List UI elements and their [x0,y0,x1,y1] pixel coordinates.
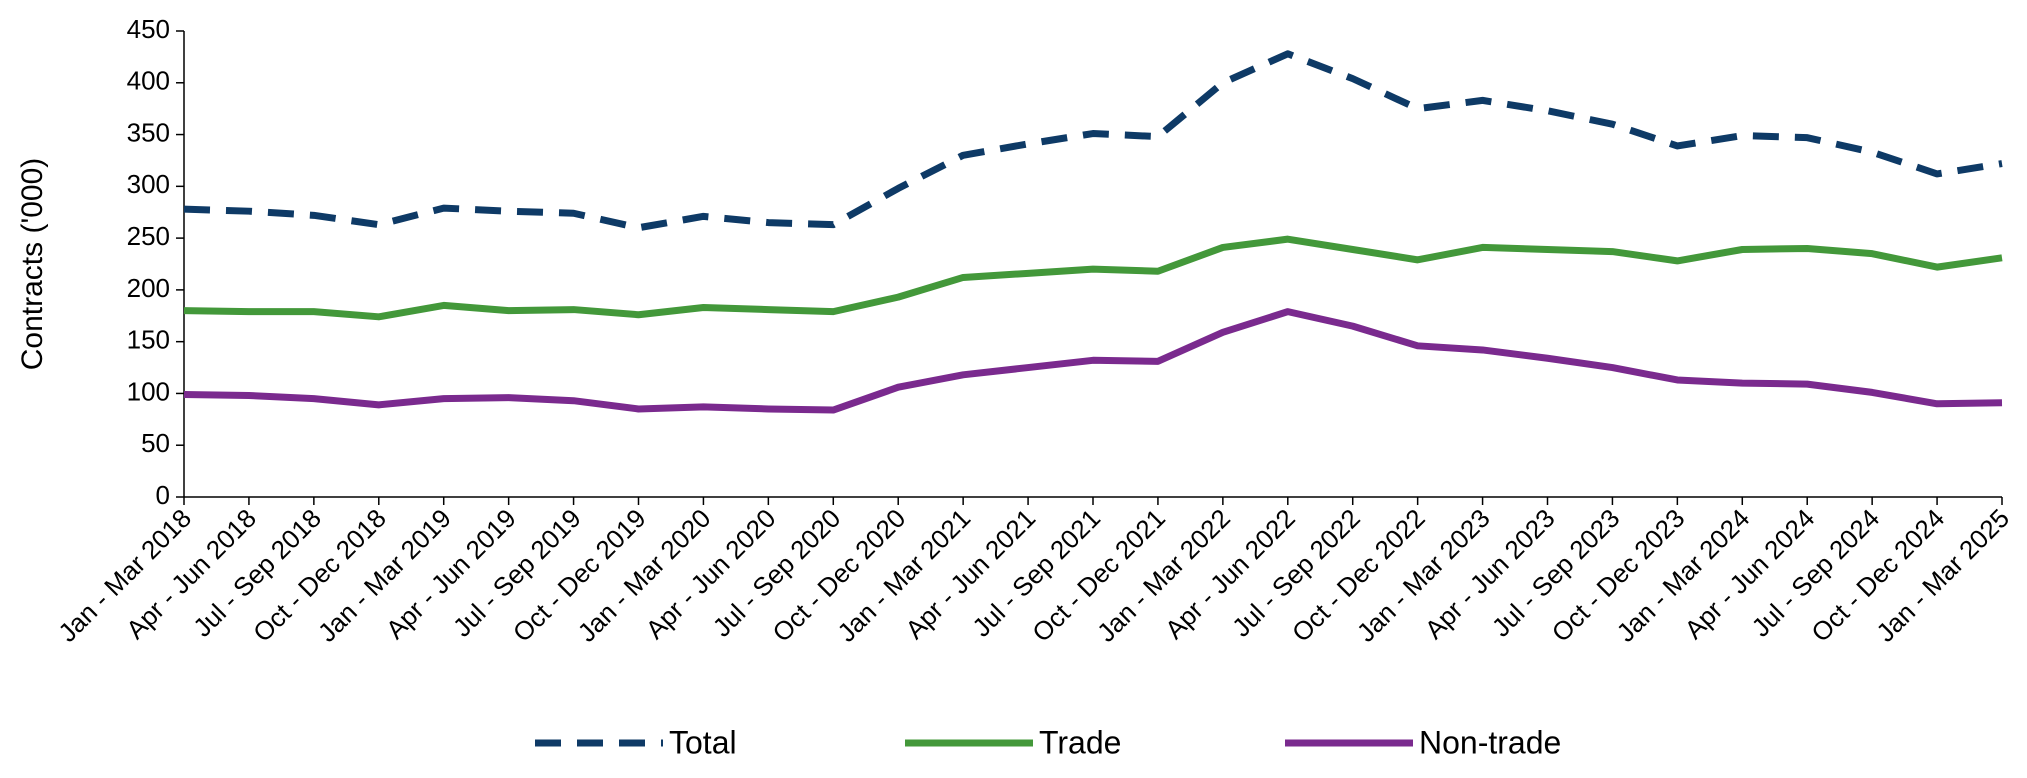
series-line [183,308,2003,414]
legend-label: Total [669,724,737,760]
y-tick-label: 200 [127,273,170,303]
series-line [183,235,2003,321]
y-tick-label: 350 [127,117,170,147]
y-tick-label: 0 [156,480,170,510]
y-tick-label: 250 [127,221,170,251]
y-tick-label: 400 [127,66,170,96]
y-tick-label: 300 [127,169,170,199]
y-axis-title: Contracts ('000) [16,158,49,370]
series-line [183,50,2003,232]
y-tick-label: 100 [127,376,170,406]
y-tick-label: 150 [127,325,170,355]
legend-label: Non-trade [1419,724,1561,760]
legend-label: Trade [1039,724,1121,760]
y-tick-label: 450 [127,14,170,44]
y-tick-label: 50 [141,428,170,458]
